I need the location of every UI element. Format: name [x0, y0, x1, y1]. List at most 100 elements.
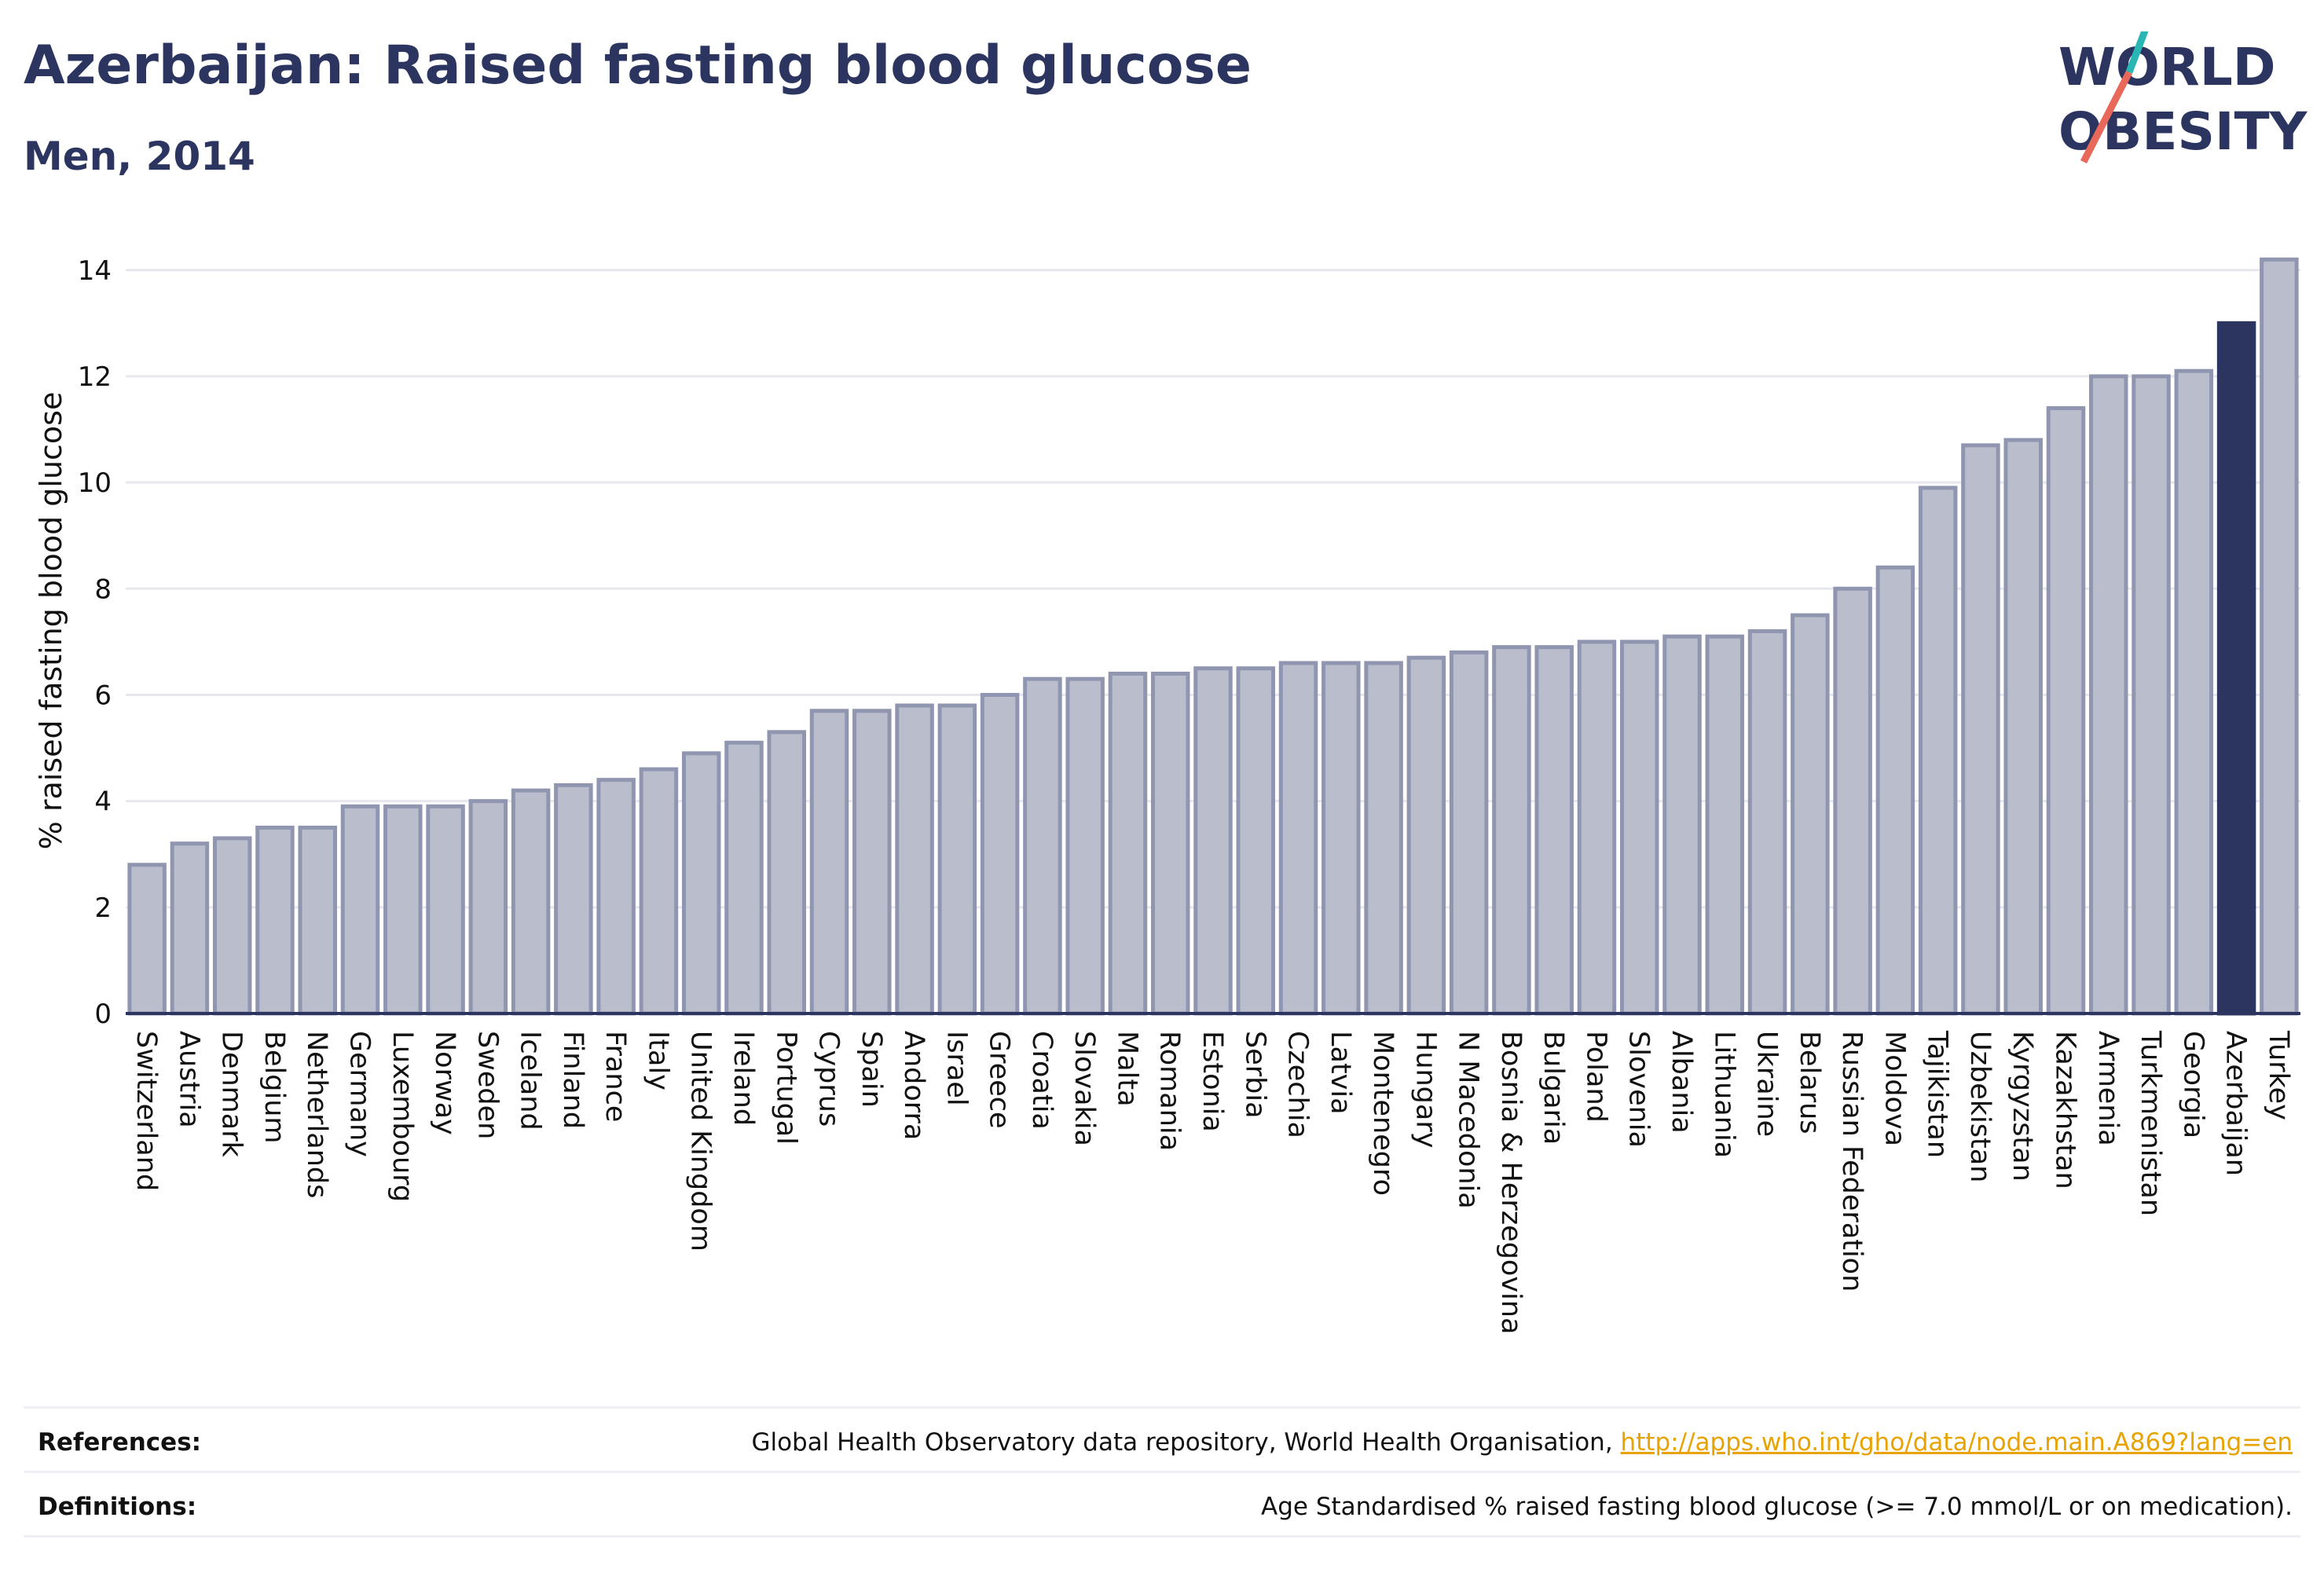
x-tick-label: Denmark	[216, 1031, 247, 1158]
logo-slash-teal	[2125, 31, 2149, 74]
x-tick-label: Finland	[557, 1031, 588, 1129]
bar	[1449, 650, 1489, 1016]
definitions-text: Age Standardised % raised fasting blood …	[1261, 1493, 2293, 1521]
x-tick-label: Estonia	[1197, 1031, 1228, 1132]
logo-word-world: WORLD	[2058, 37, 2276, 97]
bar	[1961, 443, 2000, 1016]
bar	[852, 709, 892, 1016]
footer-divider-bottom	[24, 1535, 2300, 1538]
bar	[2260, 257, 2299, 1016]
y-tick-label: 6	[94, 680, 112, 711]
footer-divider-top	[24, 1406, 2300, 1409]
x-tick-label: Andorra	[898, 1031, 929, 1140]
bar	[468, 799, 508, 1016]
bar	[1364, 661, 1403, 1016]
footer-divider-middle	[24, 1471, 2300, 1473]
bar	[1150, 671, 1190, 1016]
bar	[511, 788, 551, 1016]
bar	[1833, 586, 1872, 1016]
bar	[809, 709, 849, 1016]
x-tick-label: Hungary	[1409, 1031, 1441, 1148]
bar	[1747, 629, 1787, 1016]
bar	[2132, 374, 2171, 1016]
bar	[340, 804, 380, 1016]
references-link[interactable]: http://apps.who.int/gho/data/node.main.A…	[1620, 1428, 2293, 1457]
bar	[1492, 645, 1531, 1016]
x-tick-label: Ireland	[728, 1031, 759, 1126]
bars	[126, 257, 2300, 1016]
bar	[2003, 438, 2043, 1016]
bar	[937, 703, 977, 1016]
bar	[1619, 640, 1659, 1016]
bar	[426, 804, 465, 1016]
bar	[212, 836, 252, 1016]
bar	[1918, 486, 1958, 1016]
bar	[1278, 661, 1318, 1016]
chart-title: Azerbaijan: Raised fasting blood glucose	[24, 35, 1252, 97]
x-tick-label: Israel	[940, 1031, 972, 1106]
x-tick-label: Kazakhstan	[2049, 1031, 2080, 1189]
bar	[767, 730, 807, 1016]
x-tick-label: Georgia	[2177, 1031, 2209, 1138]
x-tick-label: Azerbaijan	[2220, 1031, 2252, 1176]
x-tick-label: Romania	[1154, 1031, 1186, 1151]
bar	[554, 783, 593, 1016]
bar	[1791, 613, 1830, 1016]
logo-slash-coral	[2080, 70, 2133, 164]
references-text: Global Health Observatory data repositor…	[751, 1428, 2293, 1457]
x-tick-label: Italy	[642, 1031, 673, 1090]
x-tick-label: Greece	[984, 1031, 1015, 1129]
bar	[1705, 634, 1745, 1016]
y-tick-label: 0	[94, 999, 112, 1030]
x-tick-label: Russian Federation	[1836, 1031, 1868, 1292]
references-source: Global Health Observatory data repositor…	[751, 1428, 1621, 1457]
x-tick-label: Portugal	[770, 1031, 801, 1145]
x-tick-label: Poland	[1580, 1031, 1611, 1123]
bar	[1662, 634, 1702, 1016]
bar	[2046, 406, 2086, 1016]
x-tick-label: Germany	[344, 1031, 376, 1157]
x-tick-label: Slovakia	[1069, 1031, 1100, 1146]
bar	[127, 863, 167, 1016]
bar	[596, 778, 636, 1016]
bar	[1321, 661, 1361, 1016]
x-tick-label: Albania	[1666, 1031, 1697, 1134]
bar	[639, 767, 679, 1016]
references-label: References:	[38, 1428, 202, 1457]
y-tick-labels: 0 2 4 6 8 10 12 14	[78, 255, 112, 1030]
x-tick-label: Spain	[856, 1031, 887, 1108]
y-tick-label: 8	[94, 574, 112, 605]
y-tick-label: 12	[78, 361, 112, 393]
x-tick-label: France	[599, 1031, 631, 1122]
bar	[1875, 565, 1915, 1016]
x-tick-labels: Switzerland Austria Denmark Belgium Netherla…	[130, 1030, 2294, 1334]
x-tick-label: Austria	[173, 1031, 204, 1128]
bar	[1406, 655, 1446, 1016]
x-tick-label: Norway	[429, 1031, 460, 1135]
x-tick-label: Latvia	[1325, 1031, 1356, 1115]
y-tick-label: 2	[94, 892, 112, 924]
x-tick-label: Bosnia & Herzegovina	[1495, 1031, 1527, 1334]
y-tick-label: 14	[78, 255, 112, 287]
bar	[895, 703, 934, 1016]
world-obesity-logo: WORLD OBESITY	[2058, 31, 2308, 164]
x-tick-label: Belarus	[1794, 1031, 1825, 1134]
x-tick-label: Serbia	[1239, 1031, 1270, 1119]
bar-highlight	[2216, 321, 2256, 1016]
x-tick-label: Czechia	[1282, 1031, 1314, 1138]
bar	[1534, 645, 1574, 1016]
x-tick-label: Montenegro	[1367, 1031, 1398, 1196]
x-tick-label: Armenia	[2092, 1031, 2124, 1146]
y-tick-label: 4	[94, 786, 112, 818]
x-tick-label: Iceland	[515, 1031, 546, 1131]
x-tick-label: Ukraine	[1751, 1031, 1783, 1137]
x-tick-label: Sweden	[471, 1031, 503, 1139]
x-tick-label: Kyrgyzstan	[2007, 1031, 2038, 1182]
x-tick-label: Turkey	[2263, 1030, 2294, 1120]
x-tick-label: Lithuania	[1708, 1031, 1739, 1158]
x-tick-label: Netherlands	[301, 1031, 332, 1198]
x-tick-label: Croatia	[1026, 1031, 1058, 1130]
bar	[170, 841, 210, 1016]
bar	[1065, 676, 1105, 1016]
x-tick-label: Belgium	[258, 1031, 290, 1144]
